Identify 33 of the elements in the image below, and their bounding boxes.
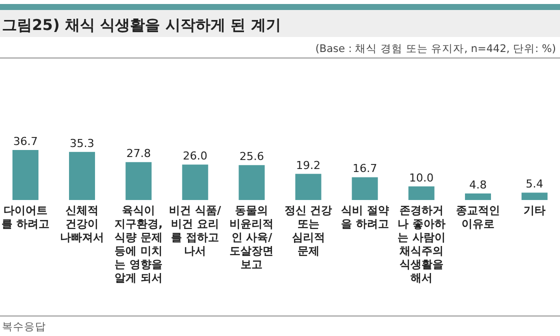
bar	[522, 192, 548, 200]
bar	[352, 177, 378, 200]
data-label: 4.8	[469, 178, 487, 192]
data-label: 25.6	[239, 150, 264, 164]
chart-title: 그림25) 채식 식생활을 시작하게 된 계기	[2, 16, 281, 34]
data-label: 19.2	[296, 158, 321, 172]
bar	[182, 164, 208, 200]
x-tick-label: 다이어트 를 하려고	[2, 204, 50, 230]
text: 복수응답	[2, 321, 46, 333]
data-label: 35.3	[70, 136, 94, 150]
bar	[12, 150, 38, 200]
x-tick-label: 정신 건강 또는 심리적 문제	[284, 204, 332, 258]
data-label: 26.0	[182, 150, 208, 163]
data-label: 10.0	[409, 171, 434, 184]
bar	[408, 186, 434, 200]
bar	[464, 193, 491, 200]
bar	[295, 174, 322, 200]
bar	[69, 152, 96, 200]
x-tick-label: 기타	[524, 204, 546, 217]
x-tick-label: 육식이 지구환경, 식량 문제 등에 미치 는 영향을 알게 되서	[113, 204, 163, 284]
bar	[238, 165, 265, 200]
x-tick-label: 존경하거 나 좋아하 는 사람이 채식주의 식생활을 해서	[397, 204, 446, 284]
data-label: 16.7	[352, 162, 378, 176]
x-tick-label: 동물의 비윤리적 인 사육/ 도살장면 보고	[230, 204, 274, 271]
data-label: 27.8	[126, 147, 151, 160]
chart-subtitle: (Base : 채식 경험 또는 유지자, n=442, 단위: %)	[315, 43, 556, 55]
bar	[126, 162, 152, 200]
x-tick-label: 비건 식품/ 비건 요리 를 접하고 나서	[169, 204, 222, 258]
data-label: 5.4	[526, 178, 544, 191]
data-label: 36.7	[13, 135, 38, 148]
x-tick-label: 종교적인 이유로	[456, 204, 500, 230]
x-tick-label: 신체적 건강이 나빠져서	[60, 204, 104, 244]
x-tick-label: 식비 절약 을 하려고	[340, 204, 389, 230]
